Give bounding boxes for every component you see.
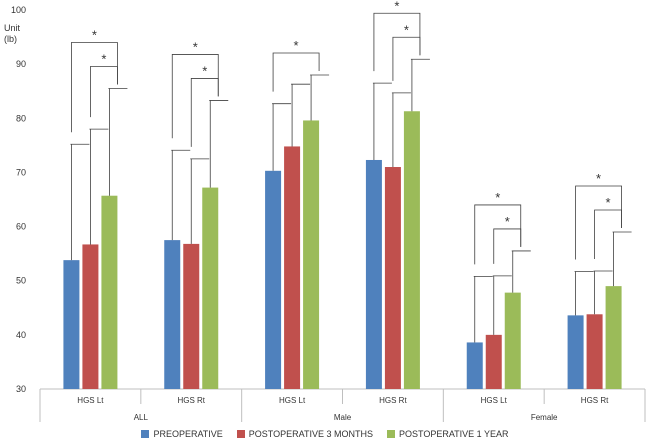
significance-star: *: [495, 190, 500, 205]
significance-bracket: [493, 228, 522, 264]
significance-star: *: [202, 63, 207, 78]
x-group-label: Male: [334, 413, 352, 422]
significance-star: *: [404, 22, 409, 37]
y-tick-label: 90: [16, 59, 26, 69]
significance-bracket: [594, 209, 622, 259]
significance-bracket: [90, 66, 118, 118]
bar: [504, 292, 521, 389]
significance-star: *: [294, 38, 299, 53]
legend-item-preoperative: PREOPERATIVE: [141, 429, 223, 439]
legend-swatch-preoperative: [141, 430, 150, 438]
bar: [82, 244, 99, 389]
x-category-label: HGS Rt: [379, 396, 407, 405]
bar: [303, 120, 320, 390]
significance-bracket: [575, 185, 622, 260]
legend-item-postoperative-3-months: POSTOPERATIVE 3 MONTHS: [236, 429, 373, 439]
x-category-label: HGS Rt: [177, 396, 205, 405]
bar: [63, 260, 80, 389]
significance-star: *: [193, 39, 198, 54]
significance-bracket: [373, 12, 421, 72]
significance-bracket: [71, 42, 118, 133]
significance-bracket: [474, 204, 522, 265]
bar: [265, 170, 282, 389]
bar: [384, 167, 401, 389]
significance-star: *: [596, 171, 601, 186]
legend-swatch-postoperative-3-months: [236, 430, 245, 438]
chart-legend: PREOPERATIVE POSTOPERATIVE 3 MONTHS POST…: [0, 426, 650, 442]
bar: [202, 187, 219, 389]
x-group-label: ALL: [134, 413, 149, 422]
chart-axes: [39, 388, 646, 422]
axis-labels-group: 30 40 50 60 70 80 90 100 Unit(lb) HGS Lt HGS Rt HGS…: [4, 5, 609, 422]
y-tick-label: 30: [16, 384, 26, 394]
bar: [485, 334, 502, 389]
x-category-label: HGS Rt: [581, 396, 609, 405]
x-category-label: HGS Lt: [77, 396, 104, 405]
bar: [183, 243, 200, 389]
error-bar-group: [70, 58, 632, 343]
y-axis-title: Unit: [4, 23, 21, 33]
x-category-label: HGS Lt: [481, 396, 508, 405]
bar: [403, 111, 420, 390]
y-tick-label: 60: [16, 222, 26, 232]
significance-star: *: [505, 214, 510, 229]
bar: [101, 195, 118, 389]
significance-bracket: [190, 78, 219, 147]
legend-label-postoperative-3-months: POSTOPERATIVE 3 MONTHS: [248, 429, 373, 439]
bar: [164, 240, 181, 389]
significance-bracket: [171, 54, 219, 139]
x-category-label: HGS Lt: [279, 396, 306, 405]
legend-item-postoperative-1-year: POSTOPERATIVE 1 YEAR: [387, 429, 509, 439]
legend-swatch-postoperative-1-year: [387, 430, 395, 438]
significance-star: *: [606, 195, 611, 210]
y-tick-label: 80: [16, 113, 26, 123]
significance-star: *: [101, 52, 106, 67]
bar: [466, 342, 483, 389]
bar: [284, 146, 301, 389]
y-tick-label: 40: [16, 330, 26, 340]
significance-star: *: [92, 28, 97, 43]
legend-label-postoperative-1-year: POSTOPERATIVE 1 YEAR: [399, 429, 509, 439]
bar: [365, 159, 382, 389]
y-tick-label: 70: [16, 167, 26, 177]
y-tick-label: 100: [11, 5, 26, 15]
significance-bracket: [272, 52, 320, 92]
bar: [605, 286, 622, 389]
bar: [586, 314, 603, 389]
bar-series-group: [63, 111, 622, 390]
significance-star: *: [394, 0, 399, 13]
bar: [567, 315, 584, 389]
y-axis-title: (lb): [4, 34, 17, 44]
y-tick-label: 50: [16, 276, 26, 286]
x-group-label: Female: [531, 413, 558, 422]
significance-group: * * * * * * * * * * *: [71, 0, 622, 265]
legend-label-preoperative: PREOPERATIVE: [153, 429, 223, 439]
